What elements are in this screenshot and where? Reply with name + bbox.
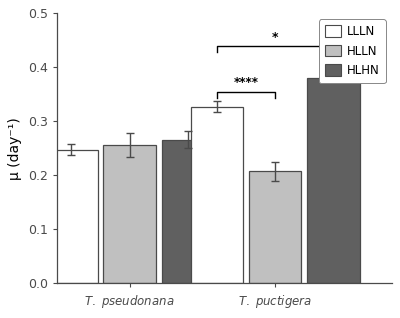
Bar	[45, 150, 98, 283]
Bar	[162, 140, 214, 283]
Bar	[249, 171, 302, 283]
Legend: LLLN, HLLN, HLHN: LLLN, HLLN, HLHN	[319, 19, 386, 83]
Bar	[307, 78, 360, 283]
Text: *: *	[272, 31, 278, 44]
Y-axis label: μ (day⁻¹): μ (day⁻¹)	[8, 117, 22, 180]
Bar	[191, 107, 243, 283]
Bar	[104, 145, 156, 283]
Text: ****: ****	[234, 76, 259, 89]
